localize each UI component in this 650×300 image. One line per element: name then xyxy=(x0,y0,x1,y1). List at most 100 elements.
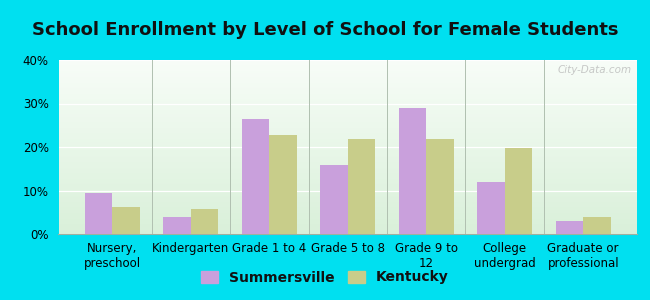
Bar xyxy=(505,148,532,234)
Bar xyxy=(58,131,637,132)
Bar xyxy=(58,198,637,199)
Bar xyxy=(58,161,637,162)
Bar xyxy=(58,92,637,93)
Bar xyxy=(58,116,637,117)
Bar xyxy=(58,80,637,81)
Bar xyxy=(58,172,637,173)
Bar xyxy=(58,107,637,108)
Bar xyxy=(58,72,637,73)
Bar xyxy=(58,157,637,158)
Bar xyxy=(58,203,637,204)
Bar xyxy=(58,111,637,112)
Bar xyxy=(58,139,637,140)
Bar xyxy=(58,78,637,79)
Bar xyxy=(58,85,637,86)
Bar xyxy=(320,165,348,234)
Bar xyxy=(58,60,637,61)
Bar xyxy=(58,163,637,164)
Bar xyxy=(58,169,637,170)
Bar xyxy=(58,223,637,224)
Bar xyxy=(58,123,637,124)
Bar xyxy=(58,191,637,192)
Legend: Summersville, Kentucky: Summersville, Kentucky xyxy=(196,265,454,290)
Bar xyxy=(58,135,637,136)
Bar xyxy=(58,106,637,107)
Bar xyxy=(58,133,637,134)
Text: City-Data.com: City-Data.com xyxy=(557,65,631,75)
Bar xyxy=(58,98,637,99)
Bar xyxy=(58,227,637,228)
Bar xyxy=(58,194,637,195)
Bar xyxy=(58,89,637,90)
Bar xyxy=(58,144,637,145)
Bar xyxy=(58,149,637,150)
Bar xyxy=(58,189,637,190)
Bar xyxy=(58,122,637,123)
Bar xyxy=(58,214,637,215)
Bar xyxy=(58,105,637,106)
Bar xyxy=(58,177,637,178)
Bar xyxy=(58,178,637,179)
Bar xyxy=(58,175,637,176)
Bar xyxy=(58,218,637,219)
Bar xyxy=(58,81,637,82)
Bar xyxy=(58,91,637,92)
Bar xyxy=(58,97,637,98)
Bar xyxy=(58,225,637,226)
Bar xyxy=(58,199,637,200)
Bar xyxy=(58,193,637,194)
Bar xyxy=(58,182,637,183)
Bar xyxy=(58,134,637,135)
Bar xyxy=(426,139,454,234)
Bar xyxy=(58,88,637,89)
Bar xyxy=(583,218,611,234)
Bar xyxy=(58,95,637,96)
Bar xyxy=(58,121,637,122)
Bar xyxy=(58,66,637,67)
Bar xyxy=(58,180,637,181)
Bar xyxy=(58,207,637,208)
Bar xyxy=(58,61,637,62)
Bar xyxy=(58,67,637,68)
Bar xyxy=(58,153,637,154)
Bar xyxy=(58,127,637,128)
Bar xyxy=(58,155,637,156)
Bar xyxy=(58,152,637,153)
Bar xyxy=(58,136,637,137)
Bar xyxy=(58,173,637,174)
Bar xyxy=(269,135,297,234)
Bar xyxy=(58,69,637,70)
Bar xyxy=(58,137,637,138)
Bar xyxy=(58,196,637,197)
Bar xyxy=(477,182,505,234)
Bar xyxy=(58,230,637,231)
Bar xyxy=(58,102,637,103)
Bar xyxy=(58,68,637,69)
Bar xyxy=(58,120,637,121)
Bar xyxy=(58,226,637,227)
Bar xyxy=(58,154,637,155)
Bar xyxy=(58,224,637,225)
Bar xyxy=(84,193,112,234)
Bar xyxy=(58,213,637,214)
Bar xyxy=(58,113,637,114)
Bar xyxy=(58,126,637,127)
Bar xyxy=(58,181,637,182)
Bar xyxy=(58,222,637,223)
Bar xyxy=(58,119,637,120)
Bar xyxy=(58,162,637,163)
Bar xyxy=(58,117,637,118)
Bar xyxy=(58,166,637,167)
Bar xyxy=(58,169,637,170)
Bar xyxy=(58,101,637,102)
Bar xyxy=(58,209,637,210)
Bar xyxy=(58,184,637,185)
Bar xyxy=(58,200,637,201)
Bar xyxy=(58,63,637,64)
Bar xyxy=(58,208,637,209)
Bar xyxy=(58,93,637,94)
Bar xyxy=(58,90,637,91)
Bar xyxy=(58,99,637,100)
Bar xyxy=(58,114,637,115)
Bar xyxy=(58,164,637,165)
